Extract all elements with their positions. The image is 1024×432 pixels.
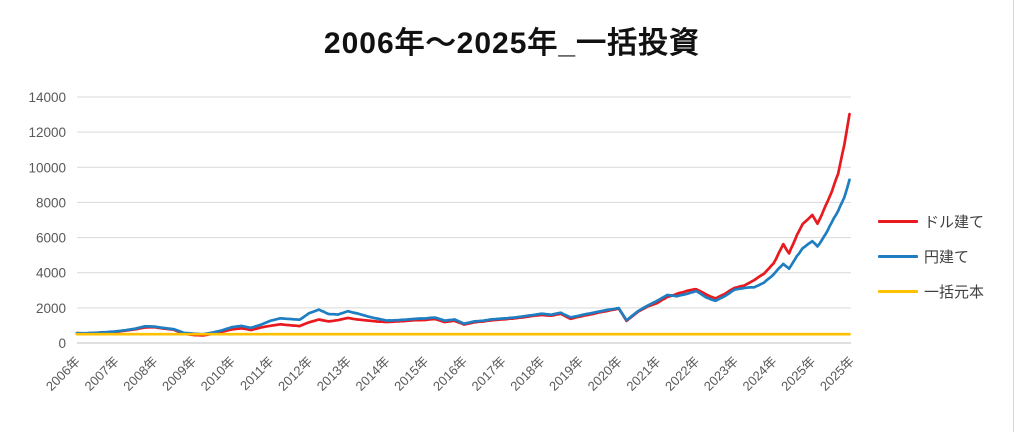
- y-axis-tick-label: 14000: [28, 90, 66, 105]
- x-axis-tick-label: 2024年: [739, 354, 779, 394]
- yen-line-swatch: [878, 255, 918, 258]
- chart-title: 2006年～2025年_一括投資: [323, 27, 701, 60]
- y-axis-tick-label: 2000: [36, 301, 66, 316]
- x-axis-tick-label: 2006年: [43, 354, 83, 394]
- y-axis-tick-label: 8000: [36, 195, 66, 210]
- x-axis-tick-label: 2022年: [662, 354, 702, 394]
- x-axis-tick-label: 2007年: [82, 354, 122, 394]
- legend-label-principal: 一括元本: [924, 284, 985, 301]
- legend-item-principal: 一括元本: [878, 274, 984, 309]
- principal-line-swatch: [878, 290, 918, 293]
- y-axis-tick-label: 10000: [28, 160, 66, 175]
- x-axis-tick-label: 2017年: [469, 354, 509, 394]
- x-axis-tick-label: 2009年: [159, 354, 199, 394]
- x-axis-tick-label: 2023年: [701, 354, 741, 394]
- series-line-yen: [75, 178, 851, 336]
- x-axis-tick-label: 2016年: [430, 354, 470, 394]
- legend: ドル建て 円建て 一括元本: [878, 204, 984, 309]
- x-axis-tick-label: 2012年: [275, 354, 315, 394]
- usd-line-swatch: [878, 220, 918, 223]
- legend-label-usd: ドル建て: [924, 214, 985, 231]
- y-axis-tick-label: 6000: [36, 231, 66, 246]
- legend-item-yen: 円建て: [878, 239, 984, 274]
- series-line-usd: [75, 112, 851, 337]
- legend-item-usd: ドル建て: [878, 204, 984, 239]
- legend-label-yen: 円建て: [924, 249, 970, 266]
- right-border-line: [1013, 0, 1014, 432]
- x-axis-tick-label: 2010年: [198, 354, 238, 394]
- x-axis-tick-label: 2021年: [623, 354, 663, 394]
- x-axis-tick-label: 2020年: [585, 354, 625, 394]
- x-axis-tick-label: 2013年: [314, 354, 354, 394]
- x-axis-tick-label: 2014年: [352, 354, 392, 394]
- x-axis-tick-label: 2011年: [237, 354, 277, 394]
- y-axis-tick-label: 0: [58, 336, 66, 351]
- y-axis-tick-label: 4000: [36, 266, 66, 281]
- x-axis-tick-label: 2025年: [778, 354, 818, 394]
- x-axis-tick-label: 2025年: [817, 354, 857, 394]
- x-axis-tick-label: 2008年: [120, 354, 160, 394]
- y-axis-tick-label: 12000: [28, 125, 66, 140]
- x-axis-tick-label: 2015年: [391, 354, 431, 394]
- x-axis-tick-label: 2018年: [507, 354, 547, 394]
- x-axis-tick-label: 2019年: [546, 354, 586, 394]
